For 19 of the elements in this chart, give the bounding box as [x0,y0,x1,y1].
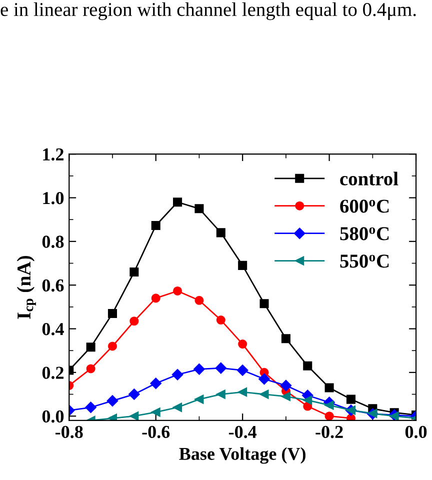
y-axis-title: I$_{cp}$ (nA) [16,256,36,319]
x-tick-label: -0.2 [316,426,343,438]
x-tick-label: -0.8 [55,426,83,438]
x-axis-title: Base Voltage (V) [179,447,306,464]
y-tick-label: 0.0 [42,410,64,423]
legend-label: 580$^{o}$C [340,227,389,240]
y-tick-label: 0.2 [42,366,64,379]
x-tick-label: 0.0 [405,426,427,438]
x-tick-label: -0.4 [228,426,257,438]
legend-label: 550$^{o}$C [340,254,389,268]
y-tick-label: 0.6 [42,279,64,292]
y-tick-label: 0.4 [42,323,64,336]
y-tick-label: 1.2 [43,148,64,161]
y-tick-label: 0.8 [42,236,64,248]
legend-label: 600$^{o}$C [340,200,389,213]
text: e in linear region with channel length equal to 0.4μm. [0,2,416,20]
x-tick-label: -0.6 [142,426,170,438]
y-tick-label: 1.0 [43,192,64,204]
legend-label: control [340,172,398,186]
